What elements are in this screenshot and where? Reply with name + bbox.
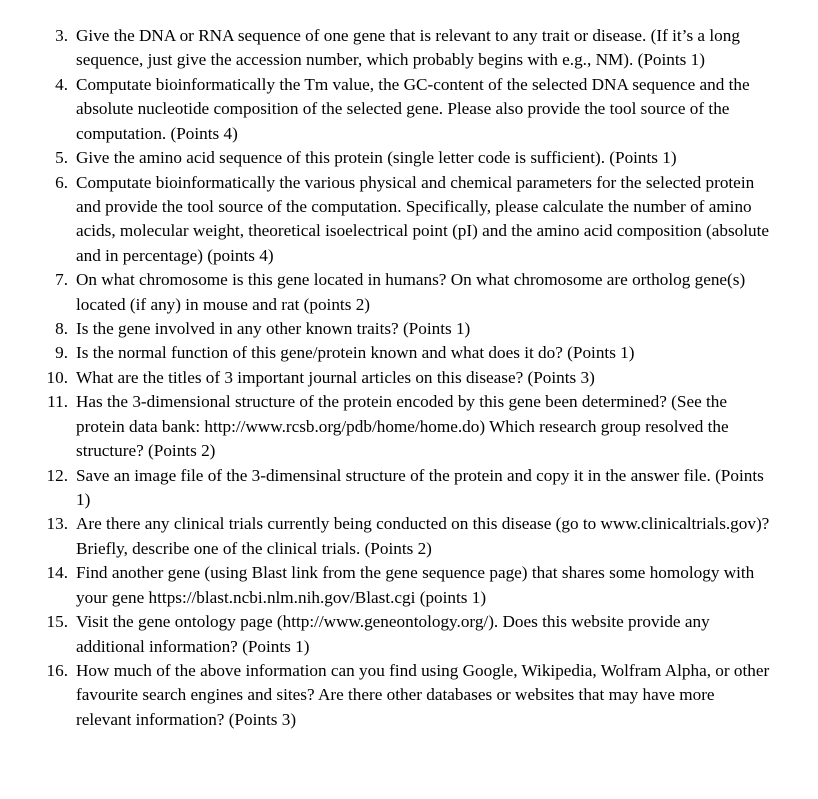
list-item: Visit the gene ontology page (http://www…	[38, 610, 770, 659]
item-text: Save an image file of the 3-dimensinal s…	[76, 466, 764, 509]
item-text: Find another gene (using Blast link from…	[76, 563, 754, 606]
item-text: On what chromosome is this gene located …	[76, 270, 745, 313]
list-item: Computate bioinformatically the Tm value…	[38, 73, 770, 146]
item-text: Is the gene involved in any other known …	[76, 319, 470, 338]
list-item: What are the titles of 3 important journ…	[38, 366, 770, 390]
item-text: Computate bioinformatically the various …	[76, 173, 769, 265]
list-item: Has the 3-dimensional structure of the p…	[38, 390, 770, 463]
list-item: Computate bioinformatically the various …	[38, 171, 770, 269]
item-text: Has the 3-dimensional structure of the p…	[76, 392, 729, 460]
question-list: Give the DNA or RNA sequence of one gene…	[38, 24, 770, 732]
list-item: Are there any clinical trials currently …	[38, 512, 770, 561]
list-item: On what chromosome is this gene located …	[38, 268, 770, 317]
list-item: Save an image file of the 3-dimensinal s…	[38, 464, 770, 513]
list-item: Is the normal function of this gene/prot…	[38, 341, 770, 365]
item-text: Computate bioinformatically the Tm value…	[76, 75, 750, 143]
item-text: Are there any clinical trials currently …	[76, 514, 769, 557]
list-item: How much of the above information can yo…	[38, 659, 770, 732]
list-item: Give the DNA or RNA sequence of one gene…	[38, 24, 770, 73]
item-text: How much of the above information can yo…	[76, 661, 769, 729]
list-item: Find another gene (using Blast link from…	[38, 561, 770, 610]
item-text: What are the titles of 3 important journ…	[76, 368, 595, 387]
item-text: Give the DNA or RNA sequence of one gene…	[76, 26, 740, 69]
list-item: Is the gene involved in any other known …	[38, 317, 770, 341]
item-text: Is the normal function of this gene/prot…	[76, 343, 635, 362]
item-text: Give the amino acid sequence of this pro…	[76, 148, 677, 167]
list-item: Give the amino acid sequence of this pro…	[38, 146, 770, 170]
item-text: Visit the gene ontology page (http://www…	[76, 612, 710, 655]
